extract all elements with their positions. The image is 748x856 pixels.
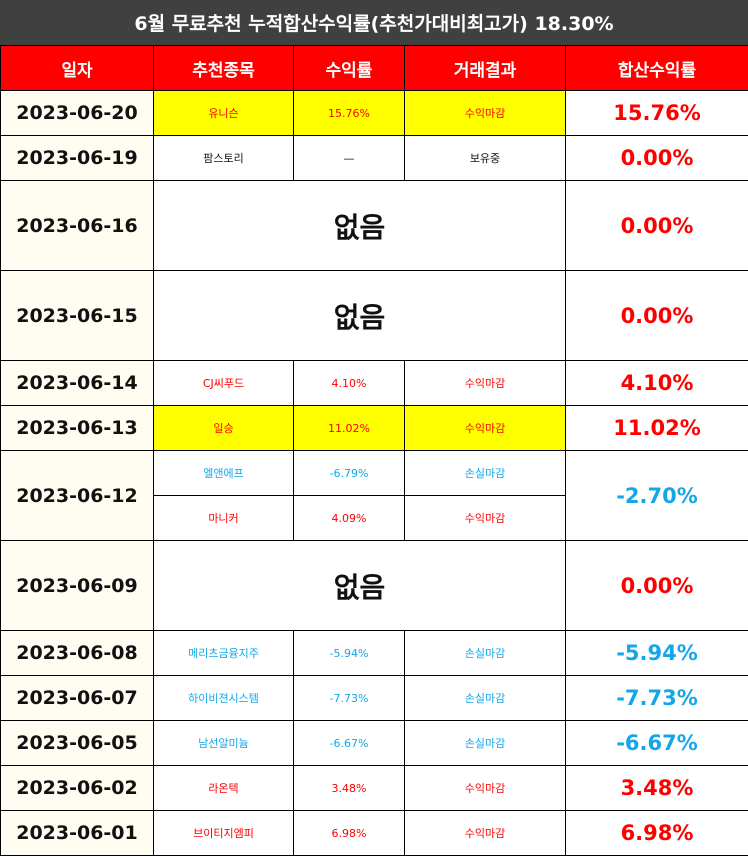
- table-body: 2023-06-20 유니슨 15.76% 수익마감 15.76% 2023-06-19 팜…: [0, 90, 748, 856]
- stock-return: 4.09%: [293, 495, 405, 541]
- trade-result: 보유중: [404, 135, 566, 181]
- stock-name: 하이비젼시스템: [153, 675, 294, 721]
- table-row: 2023-06-05 남선알미늄 -6.67% 손실마감 -6.67%: [0, 720, 748, 766]
- table-row: 2023-06-12 엘앤에프 -6.79% 손실마감 -2.70%: [0, 450, 748, 541]
- stock-return: -6.79%: [293, 450, 405, 496]
- trade-result: 손실마감: [404, 630, 566, 676]
- table-row: 2023-06-14 CJ씨푸드 4.10% 수익마감 4.10%: [0, 360, 748, 406]
- table-row: 2023-06-19 팜스토리 — 보유중 0.00%: [0, 135, 748, 181]
- stock-return: —: [293, 135, 405, 181]
- row-date: 2023-06-01: [0, 810, 154, 856]
- stock-name: 엘앤에프: [153, 450, 294, 496]
- row-total-return: 15.76%: [565, 90, 748, 136]
- row-total-return: 6.98%: [565, 810, 748, 856]
- trade-result: 수익마감: [404, 495, 566, 541]
- row-total-return: -2.70%: [565, 450, 748, 541]
- row-total-return: 0.00%: [565, 135, 748, 181]
- row-total-return: -5.94%: [565, 630, 748, 676]
- row-date: 2023-06-09: [0, 540, 154, 631]
- stock-name: 남선알미늄: [153, 720, 294, 766]
- header-date: 일자: [0, 45, 154, 91]
- row-total-return: 0.00%: [565, 540, 748, 631]
- table-row: 2023-06-07 하이비젼시스템 -7.73% 손실마감 -7.73%: [0, 675, 748, 721]
- row-total-return: 11.02%: [565, 405, 748, 451]
- trade-result: 수익마감: [404, 90, 566, 136]
- no-recommendation: 없음: [153, 270, 566, 361]
- row-date: 2023-06-19: [0, 135, 154, 181]
- trade-result: 손실마감: [404, 720, 566, 766]
- table-row: 2023-06-20 유니슨 15.76% 수익마감 15.76%: [0, 90, 748, 136]
- row-date: 2023-06-13: [0, 405, 154, 451]
- table-row: 2023-06-09 없음 0.00%: [0, 540, 748, 631]
- stock-return: 6.98%: [293, 810, 405, 856]
- row-date: 2023-06-02: [0, 765, 154, 811]
- header-row: 일자 추천종목 수익률 거래결과 합산수익률: [0, 45, 748, 91]
- stock-name: CJ씨푸드: [153, 360, 294, 406]
- header-stock: 추천종목: [153, 45, 294, 91]
- table-row: 2023-06-01 브이티지엠피 6.98% 수익마감 6.98%: [0, 810, 748, 856]
- trade-result: 수익마감: [404, 405, 566, 451]
- row-date: 2023-06-14: [0, 360, 154, 406]
- trade-result: 수익마감: [404, 765, 566, 811]
- no-recommendation: 없음: [153, 540, 566, 631]
- row-date: 2023-06-15: [0, 270, 154, 361]
- row-total-return: 0.00%: [565, 180, 748, 271]
- trade-result: 손실마감: [404, 450, 566, 496]
- stock-return: 4.10%: [293, 360, 405, 406]
- trade-result: 수익마감: [404, 360, 566, 406]
- header-rate: 수익률: [293, 45, 405, 91]
- stock-name: 팜스토리: [153, 135, 294, 181]
- stock-return: 15.76%: [293, 90, 405, 136]
- stock-name: 마니커: [153, 495, 294, 541]
- stock-name: 라온텍: [153, 765, 294, 811]
- row-date: 2023-06-05: [0, 720, 154, 766]
- row-date: 2023-06-20: [0, 90, 154, 136]
- stock-return: -7.73%: [293, 675, 405, 721]
- stock-return: -5.94%: [293, 630, 405, 676]
- table-row: 2023-06-13 일승 11.02% 수익마감 11.02%: [0, 405, 748, 451]
- row-total-return: 4.10%: [565, 360, 748, 406]
- stock-name: 메리츠금융지주: [153, 630, 294, 676]
- row-total-return: -6.67%: [565, 720, 748, 766]
- header-result: 거래결과: [404, 45, 566, 91]
- sheet-title: 6월 무료추천 누적합산수익률(추천가대비최고가) 18.30%: [0, 0, 748, 45]
- row-date: 2023-06-16: [0, 180, 154, 271]
- stock-name: 일승: [153, 405, 294, 451]
- recommendation-table: 일자 추천종목 수익률 거래결과 합산수익률 2023-06-20 유니슨 15.7…: [0, 45, 748, 856]
- table-row: 2023-06-15 없음 0.00%: [0, 270, 748, 361]
- table-row: 마니커 4.09% 수익마감: [1, 495, 748, 541]
- row-date: 2023-06-12: [0, 450, 154, 541]
- row-date: 2023-06-07: [0, 675, 154, 721]
- stock-return: 11.02%: [293, 405, 405, 451]
- table-row: 2023-06-16 없음 0.00%: [0, 180, 748, 271]
- stock-return: 3.48%: [293, 765, 405, 811]
- stock-name: 브이티지엠피: [153, 810, 294, 856]
- stock-name: 유니슨: [153, 90, 294, 136]
- table-row: 2023-06-02 라온텍 3.48% 수익마감 3.48%: [0, 765, 748, 811]
- stock-return: -6.67%: [293, 720, 405, 766]
- row-date: 2023-06-08: [0, 630, 154, 676]
- header-total: 합산수익률: [565, 45, 748, 91]
- row-total-return: -7.73%: [565, 675, 748, 721]
- table-row: 2023-06-08 메리츠금융지주 -5.94% 손실마감 -5.94%: [0, 630, 748, 676]
- trade-result: 수익마감: [404, 810, 566, 856]
- row-total-return: 3.48%: [565, 765, 748, 811]
- trade-result: 손실마감: [404, 675, 566, 721]
- row-total-return: 0.00%: [565, 270, 748, 361]
- no-recommendation: 없음: [153, 180, 566, 271]
